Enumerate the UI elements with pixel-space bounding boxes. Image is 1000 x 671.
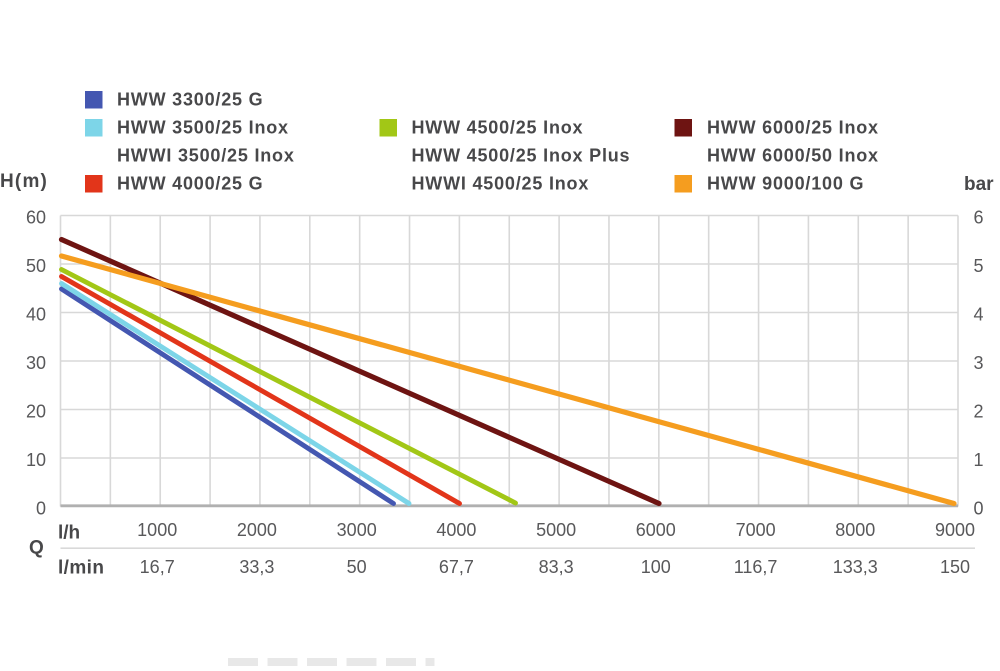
svg-text:5: 5 — [974, 256, 984, 276]
svg-text:3: 3 — [974, 353, 984, 373]
svg-text:7000: 7000 — [736, 520, 776, 540]
svg-text:50: 50 — [26, 256, 46, 276]
svg-text:2000: 2000 — [237, 520, 277, 540]
svg-text:HWW 4500/25 Inox Plus: HWW 4500/25 Inox Plus — [412, 146, 631, 166]
svg-text:0: 0 — [36, 499, 46, 519]
svg-text:116,7: 116,7 — [734, 557, 778, 577]
svg-text:HWW 6000/50 Inox: HWW 6000/50 Inox — [707, 146, 879, 166]
svg-text:HWW 4500/25 Inox: HWW 4500/25 Inox — [412, 118, 584, 138]
svg-text:50: 50 — [347, 557, 367, 577]
svg-text:5000: 5000 — [536, 520, 576, 540]
svg-text:10: 10 — [26, 450, 46, 470]
svg-text:150: 150 — [940, 557, 970, 577]
svg-text:HWW 3300/25 G: HWW 3300/25 G — [117, 90, 263, 110]
svg-text:9000: 9000 — [935, 520, 975, 540]
svg-text:20: 20 — [26, 402, 46, 422]
svg-text:3000: 3000 — [337, 520, 377, 540]
svg-text:1000: 1000 — [137, 520, 177, 540]
svg-text:8000: 8000 — [835, 520, 875, 540]
svg-text:67,7: 67,7 — [439, 557, 474, 577]
svg-text:6000: 6000 — [636, 520, 676, 540]
svg-text:HWW 3500/25 Inox: HWW 3500/25 Inox — [117, 118, 289, 138]
svg-text:83,3: 83,3 — [539, 557, 574, 577]
svg-text:33,3: 33,3 — [239, 557, 274, 577]
svg-text:1: 1 — [974, 450, 984, 470]
svg-text:4: 4 — [974, 305, 984, 325]
svg-text:6: 6 — [974, 208, 984, 228]
svg-text:H(m): H(m) — [0, 171, 48, 192]
svg-text:HWWI 4500/25 Inox: HWWI 4500/25 Inox — [412, 174, 590, 194]
svg-text:4000: 4000 — [436, 520, 476, 540]
svg-text:bar: bar — [964, 174, 994, 195]
svg-text:30: 30 — [26, 353, 46, 373]
svg-text:Q: Q — [29, 538, 44, 559]
svg-text:HWW 6000/25 Inox: HWW 6000/25 Inox — [707, 118, 879, 138]
svg-text:0: 0 — [974, 499, 984, 519]
svg-text:HWWI 3500/25 Inox: HWWI 3500/25 Inox — [117, 146, 295, 166]
svg-text:l/min: l/min — [58, 558, 104, 579]
svg-text:40: 40 — [26, 305, 46, 325]
svg-text:133,3: 133,3 — [833, 557, 878, 577]
svg-text:2: 2 — [974, 402, 984, 422]
svg-text:l/h: l/h — [58, 523, 80, 544]
svg-text:HWW 4000/25 G: HWW 4000/25 G — [117, 174, 263, 194]
svg-text:100: 100 — [641, 557, 671, 577]
svg-text:16,7: 16,7 — [140, 557, 175, 577]
svg-text:60: 60 — [26, 208, 46, 228]
svg-text:HWW 9000/100 G: HWW 9000/100 G — [707, 174, 864, 194]
